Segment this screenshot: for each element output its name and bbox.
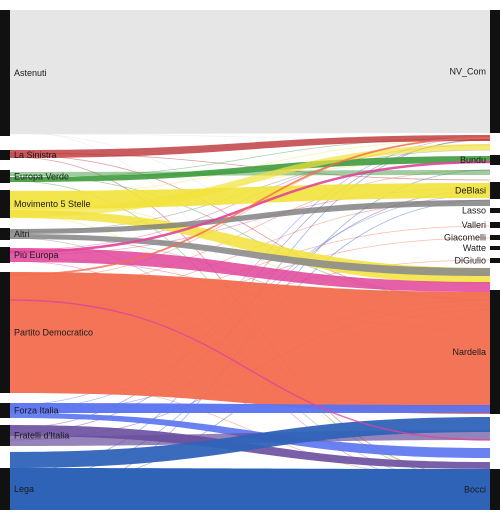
source-nodes: [0, 10, 10, 510]
source-node-fdi: [0, 425, 10, 446]
source-node-m5s: [0, 190, 10, 218]
source-label-pd: Partito Democratico: [14, 328, 93, 338]
target-node-nv-com: [490, 10, 500, 133]
target-label-deblasi: DeBlasi: [455, 186, 486, 196]
target-label-bocci: Bocci: [464, 485, 486, 495]
flow-altri-nardella: [10, 234, 490, 276]
target-node-deblasi: [490, 182, 500, 199]
flow-europa-verde-bundu: [10, 156, 490, 182]
target-label-digiulio: DiGiulio: [454, 256, 486, 266]
flow-la-sinistra-nv-com: [10, 135, 490, 158]
target-node-valleri: [490, 222, 500, 228]
target-label-watte: Watte: [463, 243, 486, 253]
source-label-forza-italia: Forza Italia: [14, 406, 59, 416]
target-label-bundu: Bundu: [460, 155, 486, 165]
source-label-altri: Altri: [14, 229, 30, 239]
source-node-la-sinistra: [0, 150, 10, 160]
target-node-nardella: [490, 290, 500, 414]
source-label-fdi: Fratelli d'Italia: [14, 431, 69, 441]
flow-altri-lasso: [10, 200, 490, 234]
source-node-piu-europa: [0, 247, 10, 263]
flow-lega-upper: [10, 417, 490, 468]
source-node-astenuti: [0, 10, 10, 136]
flow-m5s-nv-com: [10, 144, 490, 217]
source-label-lega: Lega: [14, 484, 34, 494]
source-label-m5s: Movimento 5 Stelle: [14, 199, 91, 209]
target-label-nv-com: NV_Com: [449, 67, 486, 77]
target-node-bocci: [490, 469, 500, 510]
node-labels: Astenuti La Sinistra Europa Verde Movimento…: [14, 67, 486, 495]
source-node-forza-italia: [0, 403, 10, 418]
flow-pd-nardella: [10, 272, 490, 414]
flow-links: [9, 10, 491, 510]
source-node-pd: [0, 272, 10, 393]
target-node-bundu: [490, 155, 500, 165]
source-node-lega: [0, 468, 10, 510]
source-node-altri: [0, 228, 10, 240]
target-label-valleri: Valleri: [462, 220, 486, 230]
target-label-giacomelli: Giacomelli: [444, 233, 486, 243]
target-nodes: [490, 10, 500, 510]
flow-lega-bocci: [10, 468, 490, 510]
target-node-giacomelli: [490, 235, 500, 240]
flow-pd-nv-com: [9, 137, 491, 276]
source-label-piu-europa: Più Europa: [14, 250, 59, 260]
flow-piu-europa-bocci: [9, 299, 491, 441]
flow-piu-europa-nardella: [10, 248, 490, 292]
source-node-europa-verde: [0, 170, 10, 183]
source-label-astenuti: Astenuti: [14, 68, 47, 78]
source-label-europa-verde: Europa Verde: [14, 172, 69, 182]
target-node-watte: [490, 246, 500, 250]
source-label-la-sinistra: La Sinistra: [14, 150, 57, 160]
target-node-digiulio: [490, 258, 500, 263]
target-node-lasso: [490, 208, 500, 213]
target-label-nardella: Nardella: [452, 347, 486, 357]
flow-forza-italia-nardella: [10, 403, 490, 413]
flow-astenuti-nv-com: [10, 10, 490, 134]
target-label-lasso: Lasso: [462, 206, 486, 216]
